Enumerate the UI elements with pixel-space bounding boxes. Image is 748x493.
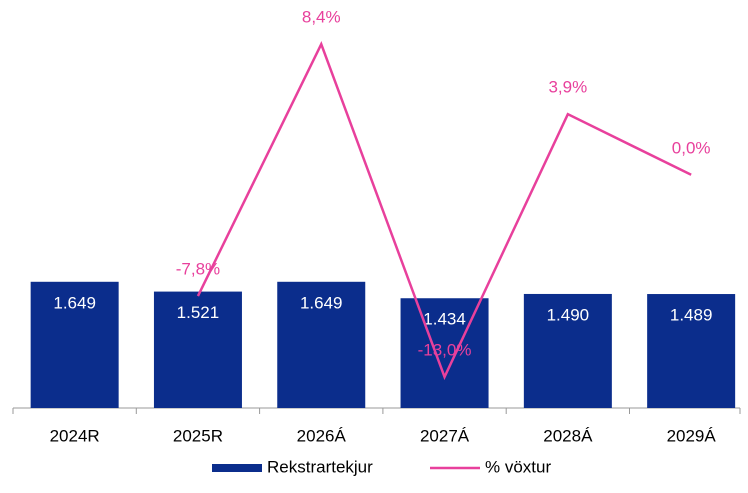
line-label: -13,0% <box>418 340 472 359</box>
bar-label: 1.521 <box>177 303 220 322</box>
line <box>196 41 692 381</box>
x-tick-label: 2024R <box>50 426 100 445</box>
bar <box>647 294 736 408</box>
bar-label: 1.489 <box>670 306 713 325</box>
x-tick-label: 2027Á <box>420 426 470 445</box>
line-label: 0,0% <box>672 138 711 157</box>
legend-label: Rekstrartekjur <box>267 457 373 476</box>
bar-label: 1.490 <box>547 305 590 324</box>
bar <box>153 291 242 408</box>
x-tick-label: 2026Á <box>297 426 347 445</box>
bar <box>523 293 612 408</box>
legend-label: % vöxtur <box>485 457 551 476</box>
bar-label: 1.434 <box>423 310 466 329</box>
bar-label: 1.649 <box>53 293 96 312</box>
bar <box>277 281 366 408</box>
line-label: -7,8% <box>176 260 220 279</box>
bar <box>30 281 119 408</box>
line-label: 3,9% <box>548 78 587 97</box>
bar-label: 1.649 <box>300 293 343 312</box>
x-tick-label: 2025R <box>173 426 223 445</box>
x-tick-label: 2029Á <box>667 426 717 445</box>
legend-swatch <box>212 464 262 472</box>
line-label: 8,4% <box>302 8 341 27</box>
x-tick-label: 2028Á <box>543 426 593 445</box>
